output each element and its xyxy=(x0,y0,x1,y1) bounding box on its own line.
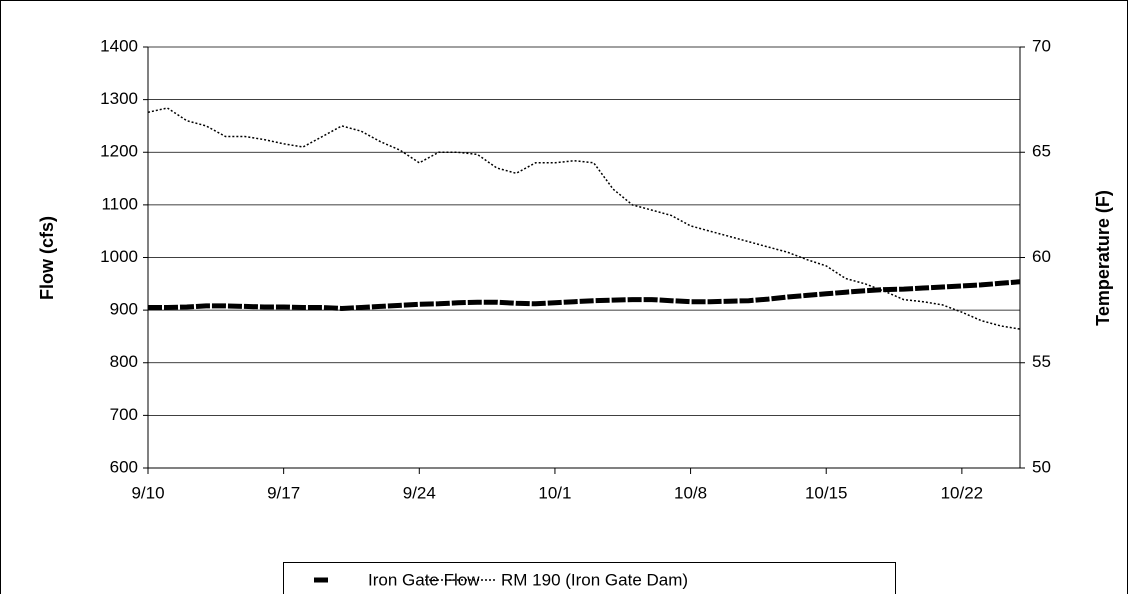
legend-box xyxy=(283,562,896,594)
y-tick-label: 1300 xyxy=(100,89,138,108)
y-tick-label: 900 xyxy=(110,300,138,319)
y-tick-label: 700 xyxy=(110,405,138,424)
series-line xyxy=(147,107,1021,330)
x-tick-label: 10/22 xyxy=(941,483,984,502)
y-axis-title: Flow (cfs) xyxy=(37,216,57,300)
x-tick-label: 10/15 xyxy=(805,483,848,502)
y-tick-label: 600 xyxy=(110,457,138,476)
x-tick-label: 10/1 xyxy=(538,483,571,502)
y-tick-label: 1200 xyxy=(100,142,138,161)
y2-tick-label: 65 xyxy=(1032,142,1051,161)
y2-tick-label: 50 xyxy=(1032,457,1051,476)
y-tick-label: 1400 xyxy=(100,36,138,55)
y-tick-label: 800 xyxy=(110,352,138,371)
y2-tick-label: 70 xyxy=(1032,36,1051,55)
x-tick-label: 10/8 xyxy=(674,483,707,502)
x-tick-label: 9/10 xyxy=(131,483,164,502)
y2-tick-label: 55 xyxy=(1032,352,1051,371)
y-tick-label: 1000 xyxy=(100,247,138,266)
legend-label: RM 190 (Iron Gate Dam) xyxy=(501,570,688,589)
y2-tick-label: 60 xyxy=(1032,247,1051,266)
y-tick-label: 1100 xyxy=(101,194,138,213)
series-line xyxy=(148,279,1021,312)
x-tick-label: 9/24 xyxy=(403,483,436,502)
y2-axis-title: Temperature (F) xyxy=(1093,190,1113,326)
x-tick-label: 9/17 xyxy=(267,483,300,502)
legend-label: Iron Gate Flow xyxy=(368,570,480,589)
